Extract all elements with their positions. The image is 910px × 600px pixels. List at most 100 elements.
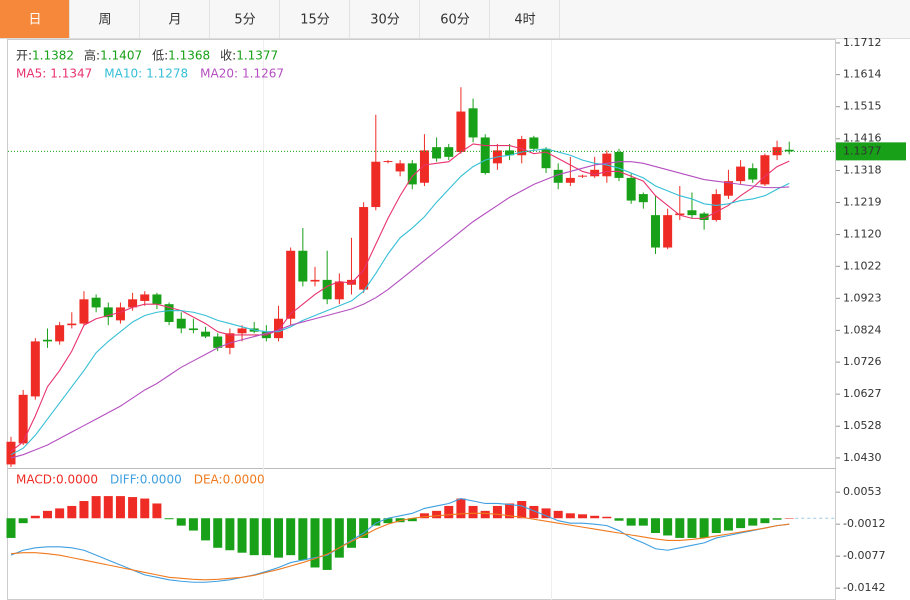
candle-body [736,166,746,182]
macd-bar [736,518,746,529]
macd-bar [115,496,125,519]
tab-label: 5分 [234,13,255,28]
macd-bar [286,518,296,556]
ma-legend-label: MA5: [16,67,46,81]
y-tick-label: 1.0528 [843,419,882,432]
y-tick-label: 1.1614 [843,68,882,81]
tab[interactable]: 60分 [420,0,490,38]
macd-bar [322,518,332,570]
candle-body [176,318,186,329]
candle-body [30,341,40,397]
macd-bar [578,514,588,519]
candle-body [42,339,52,342]
y-tick-label: -0.0012 [843,517,885,530]
macd-bar [614,518,624,521]
ma-legend-label: MA20: [200,67,238,81]
ma-legend-value: 1.1347 [50,67,92,81]
candle-body [188,328,198,331]
macd-bar [30,515,40,519]
ma-legend-value: 1.1278 [146,67,188,81]
tab-bg [70,0,140,38]
ma-line [10,148,790,456]
candle-body [784,149,794,152]
candle-body [237,328,247,334]
candle-body [346,279,356,285]
macd-bar [602,516,612,519]
y-tick-label: 1.1416 [843,132,882,145]
candle-body [310,279,320,282]
tab[interactable]: 4时 [490,0,560,38]
candle-body [152,294,162,305]
macd-bar [103,496,113,519]
macd-legend-label: DIFF: [110,473,140,487]
macd-bar [201,518,211,541]
macd-legend-label: MACD: [16,473,56,487]
macd-bar [553,510,563,519]
tab-label: 60分 [440,13,470,28]
macd-bar [565,513,575,519]
candle-body [395,163,405,172]
candle-body [590,169,600,177]
candle-body [419,150,429,183]
macd-bar [723,518,733,531]
candle-body [748,168,758,180]
tab[interactable]: 15分 [280,0,350,38]
macd-bar [687,518,697,538]
macd-bar [675,518,685,538]
candle-body [626,177,636,201]
macd-bar [505,503,515,519]
macd-bar [419,513,429,519]
candle-body [140,294,150,301]
macd-bar [176,518,186,526]
y-tick-label: 0.0053 [843,485,882,498]
candle-body [55,325,65,342]
candle-body [444,147,454,157]
macd-bar [383,518,393,524]
macd-bar [711,518,721,534]
candle-body [578,175,588,177]
candle-body [687,210,697,216]
candle-body [274,318,284,339]
candle-body [6,441,16,465]
macd-bar [492,505,502,519]
macd-bar [213,518,223,548]
candle-body [164,304,174,322]
macd-bar [772,518,782,520]
candle-body [213,336,223,348]
last-price-tag [836,142,906,161]
macd-bar [748,518,758,526]
tab[interactable]: 月 [140,0,210,38]
tab-label: 周 [98,13,111,28]
candle-body [723,181,733,196]
tab[interactable]: 5分 [210,0,280,38]
y-tick-label: 1.1318 [843,163,882,176]
candle-body [115,307,125,321]
candle-body [675,213,685,216]
candle-body [67,323,77,326]
macd-bar [468,505,478,519]
tab[interactable]: 日 [0,0,70,38]
macd-bar [663,518,673,536]
ohlc-label: 开: [16,49,32,63]
tab[interactable]: 周 [70,0,140,38]
y-tick-label: 1.0726 [843,355,882,368]
macd-bar [298,518,308,561]
candle-body [407,163,417,185]
candle-body [663,215,673,248]
candle-body [505,150,515,156]
macd-bar [6,518,16,538]
macd-bar [334,518,344,558]
tab[interactable]: 30分 [350,0,420,38]
candle-body [565,177,575,183]
tab-bg [0,0,70,38]
macd-bar [225,518,235,551]
y-tick-label: 1.0627 [843,387,882,400]
ohlc-value: 1.1377 [236,49,278,63]
candle-body [79,299,89,324]
macd-bar [590,515,600,519]
y-tick-label: 1.1219 [843,196,882,209]
candle-body [553,169,563,183]
dea-line [10,512,790,581]
macd-legend-value: 0.0000 [140,473,182,487]
